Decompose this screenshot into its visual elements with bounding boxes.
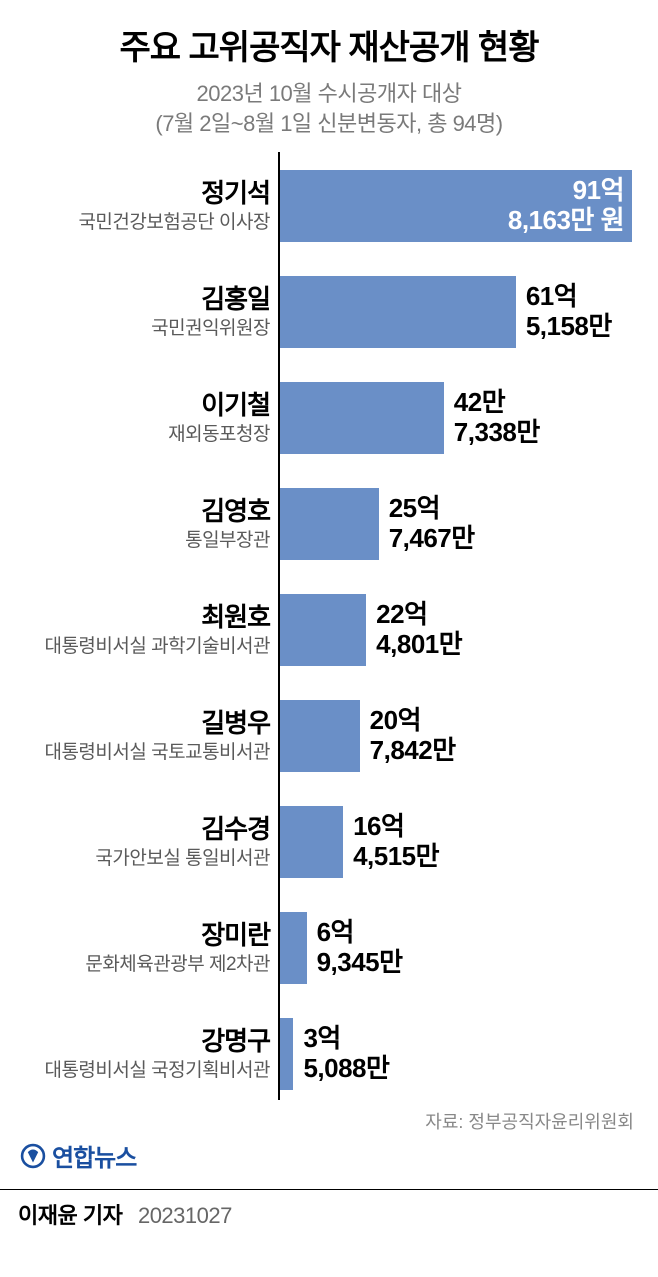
- value-eok: 61억: [526, 282, 612, 312]
- byline: 이재윤 기자 20231027: [0, 1198, 658, 1244]
- bar: [280, 700, 360, 772]
- value-man: 7,338만: [454, 418, 540, 448]
- value-eok: 20억: [370, 706, 456, 736]
- person-name: 정기석: [20, 178, 270, 209]
- subtitle-line-2: (7월 2일~8월 1일 신분변동자, 총 94명): [18, 109, 640, 139]
- value-man: 7,467만: [389, 524, 475, 554]
- row-label: 정기석국민건강보험공단 이사장: [20, 178, 280, 234]
- value-man: 8,163만 원: [508, 206, 624, 236]
- row-label: 김수경국가안보실 통일비서관: [20, 814, 280, 870]
- person-position: 대통령비서실 과학기술비서관: [20, 636, 270, 659]
- chart-row: 22억4,801만최원호대통령비서실 과학기술비서관: [280, 584, 630, 676]
- value-man: 4,515만: [353, 842, 439, 872]
- page-title: 주요 고위공직자 재산공개 현황: [18, 20, 640, 69]
- value-eok: 22억: [376, 600, 462, 630]
- row-label: 장미란문화체육관광부 제2차관: [20, 920, 280, 976]
- row-label: 김홍일국민권익위원장: [20, 284, 280, 340]
- row-label: 강명구대통령비서실 국정기획비서관: [20, 1026, 280, 1082]
- chart-row: 61억5,158만김홍일국민권익위원장: [280, 266, 630, 358]
- value-man: 5,088만: [303, 1054, 389, 1084]
- person-name: 장미란: [20, 920, 270, 951]
- row-label: 김영호통일부장관: [20, 496, 280, 552]
- byline-author: 이재윤 기자: [18, 1203, 122, 1228]
- bar: [280, 806, 343, 878]
- subtitle: 2023년 10월 수시공개자 대상 (7월 2일~8월 1일 신분변동자, 총…: [18, 79, 640, 138]
- bar-value: 16억4,515만: [353, 812, 439, 872]
- value-eok: 3억: [303, 1024, 389, 1054]
- row-label: 최원호대통령비서실 과학기술비서관: [20, 602, 280, 658]
- logo: 연합뉴스: [18, 1138, 640, 1173]
- divider: [0, 1189, 658, 1190]
- person-position: 대통령비서실 국정기획비서관: [20, 1060, 270, 1083]
- person-name: 강명구: [20, 1026, 270, 1057]
- value-eok: 25억: [389, 494, 475, 524]
- value-man: 5,158만: [526, 312, 612, 342]
- chart-row: 20억7,842만길병우대통령비서실 국토교통비서관: [280, 690, 630, 782]
- value-eok: 91억: [508, 176, 624, 206]
- bar-value: 91억8,163만 원: [508, 176, 624, 236]
- person-name: 이기철: [20, 390, 270, 421]
- person-position: 국민건강보험공단 이사장: [20, 212, 270, 235]
- yonhap-logo-icon: [20, 1143, 46, 1169]
- asset-bar-chart: 정기석국민건강보험공단 이사장91억8,163만 원 61억5,158만김홍일국민…: [278, 156, 630, 1100]
- bar-value: 6억9,345만: [317, 918, 403, 978]
- person-name: 최원호: [20, 602, 270, 633]
- bar: [280, 1018, 293, 1090]
- person-name: 김영호: [20, 496, 270, 527]
- source-label: 자료: 정부공직자윤리위원회: [18, 1108, 640, 1134]
- person-name: 김수경: [20, 814, 270, 845]
- bar-value: 22억4,801만: [376, 600, 462, 660]
- bar: [280, 382, 444, 454]
- bar: [280, 488, 379, 560]
- row-label: 길병우대통령비서실 국토교통비서관: [20, 708, 280, 764]
- row-label: 이기철재외동포청장: [20, 390, 280, 446]
- value-eok: 42만: [454, 388, 540, 418]
- person-position: 문화체육관광부 제2차관: [20, 954, 270, 977]
- value-eok: 6억: [317, 918, 403, 948]
- chart-row: 25억7,467만김영호통일부장관: [280, 478, 630, 570]
- subtitle-line-1: 2023년 10월 수시공개자 대상: [18, 79, 640, 109]
- person-name: 길병우: [20, 708, 270, 739]
- bar: [280, 594, 366, 666]
- bar-value: 3억5,088만: [303, 1024, 389, 1084]
- person-position: 대통령비서실 국토교통비서관: [20, 742, 270, 765]
- person-name: 김홍일: [20, 284, 270, 315]
- person-position: 통일부장관: [20, 530, 270, 553]
- bar: [280, 276, 516, 348]
- chart-row: 42만7,338만이기철재외동포청장: [280, 372, 630, 464]
- value-man: 7,842만: [370, 736, 456, 766]
- chart-row: 6억9,345만장미란문화체육관광부 제2차관: [280, 902, 630, 994]
- bar-value: 61억5,158만: [526, 282, 612, 342]
- value-man: 9,345만: [317, 948, 403, 978]
- person-position: 국민권익위원장: [20, 318, 270, 341]
- value-man: 4,801만: [376, 630, 462, 660]
- person-position: 국가안보실 통일비서관: [20, 848, 270, 871]
- bar-value: 42만7,338만: [454, 388, 540, 448]
- bar: 91억8,163만 원: [280, 170, 632, 242]
- bar-value: 25억7,467만: [389, 494, 475, 554]
- logo-text: 연합뉴스: [52, 1138, 136, 1173]
- byline-date: 20231027: [138, 1203, 232, 1228]
- chart-row: 16억4,515만김수경국가안보실 통일비서관: [280, 796, 630, 888]
- person-position: 재외동포청장: [20, 424, 270, 447]
- chart-row: 정기석국민건강보험공단 이사장91억8,163만 원: [280, 160, 630, 252]
- bar-value: 20억7,842만: [370, 706, 456, 766]
- bar: [280, 912, 307, 984]
- value-eok: 16억: [353, 812, 439, 842]
- chart-row: 3억5,088만강명구대통령비서실 국정기획비서관: [280, 1008, 630, 1100]
